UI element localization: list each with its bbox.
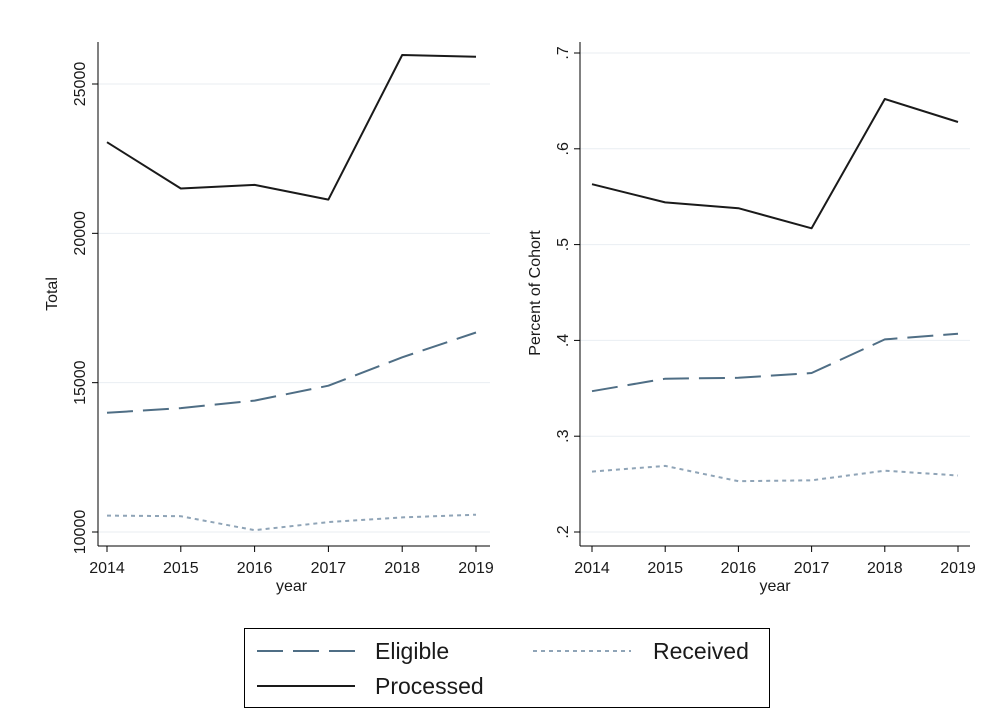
- series-line-received: [106, 513, 477, 532]
- legend-swatch-processed: [257, 685, 355, 687]
- y-tick-label: 15000: [72, 360, 89, 405]
- series-line-processed: [106, 54, 477, 201]
- y-tick-label: 25000: [72, 62, 89, 107]
- series-line-received: [591, 464, 959, 483]
- legend-swatch-received: [533, 650, 631, 652]
- y-tick-label: .3: [555, 429, 572, 442]
- series-line-eligible: [106, 331, 477, 414]
- y-tick-label: .6: [555, 142, 572, 155]
- y-tick-label: .7: [555, 46, 572, 59]
- y-tick-label: 10000: [72, 510, 89, 555]
- series-line-eligible: [591, 332, 959, 393]
- x-tick-label: 2014: [574, 560, 610, 577]
- x-tick-label: 2018: [384, 560, 420, 577]
- left-chart-total: 10000 15000 20000 25000 2014 2015 2016 2017 2018…: [44, 42, 494, 595]
- legend-item-processed: Processed: [257, 671, 484, 701]
- legend-label-received: Received: [653, 637, 749, 664]
- x-tick-label: 2018: [867, 560, 903, 577]
- legend-item-eligible: Eligible: [257, 636, 449, 666]
- x-tick-label: 2015: [647, 560, 683, 577]
- x-tick-label: 2019: [458, 560, 494, 577]
- x-tick-label: 2017: [311, 560, 347, 577]
- y-tick-label: 20000: [72, 211, 89, 256]
- legend-label-processed: Processed: [375, 672, 484, 699]
- y-tick-label: .2: [555, 525, 572, 538]
- x-tick-label: 2014: [89, 560, 125, 577]
- legend-swatch-eligible: [257, 650, 355, 652]
- x-tick-label: 2016: [721, 560, 757, 577]
- x-tick-label: 2017: [794, 560, 830, 577]
- x-axis-title: year: [759, 578, 791, 595]
- y-axis-title: Percent of Cohort: [527, 230, 544, 356]
- series-line-processed: [591, 98, 959, 230]
- legend: Eligible Received Processed: [244, 628, 770, 708]
- legend-item-received: Received: [533, 636, 749, 666]
- y-tick-label: .4: [555, 334, 572, 347]
- right-chart-percent-of-cohort: .2 .3 .4 .5 .6 .7 2014 2015 2016 2017 2018 2019 year…: [527, 42, 976, 595]
- y-axis-title: Total: [44, 277, 61, 311]
- x-axis-title: year: [276, 578, 308, 595]
- x-tick-label: 2015: [163, 560, 199, 577]
- x-tick-label: 2016: [237, 560, 273, 577]
- y-tick-label: .5: [555, 238, 572, 251]
- legend-label-eligible: Eligible: [375, 637, 450, 664]
- x-tick-label: 2019: [940, 560, 976, 577]
